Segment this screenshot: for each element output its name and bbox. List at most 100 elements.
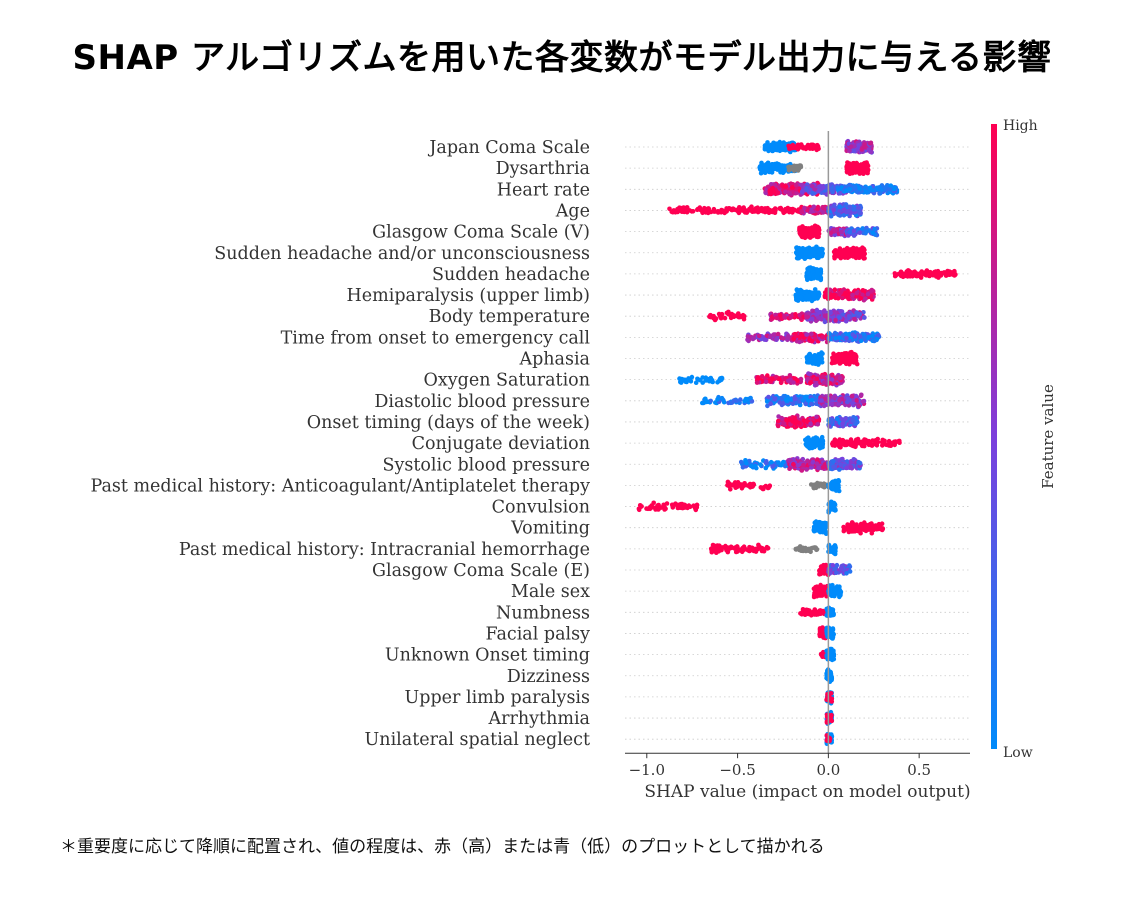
shap-point bbox=[810, 249, 815, 255]
shap-point bbox=[809, 401, 814, 407]
shap-point bbox=[804, 332, 810, 337]
shap-point bbox=[918, 275, 924, 280]
shap-point bbox=[815, 231, 821, 237]
shap-point bbox=[935, 268, 941, 274]
shap-point bbox=[705, 399, 710, 404]
shap-point bbox=[847, 204, 853, 210]
shap-point bbox=[882, 438, 887, 444]
shap-point bbox=[838, 250, 843, 256]
shap-point bbox=[809, 397, 815, 403]
shap-point bbox=[822, 313, 828, 319]
shap-point bbox=[903, 272, 908, 278]
shap-point bbox=[830, 189, 835, 195]
shap-point bbox=[715, 397, 720, 402]
shap-point bbox=[856, 403, 862, 409]
page-title: SHAP アルゴリズムを用いた各変数がモデル出力に与える影響 bbox=[72, 38, 1052, 78]
feature-row-points bbox=[762, 138, 874, 155]
shap-point bbox=[797, 312, 802, 318]
shap-point bbox=[832, 437, 838, 443]
shap-point bbox=[854, 290, 859, 296]
shap-point bbox=[829, 417, 835, 423]
shap-point bbox=[774, 337, 779, 342]
shap-point bbox=[775, 331, 781, 337]
shap-point bbox=[771, 163, 776, 168]
shap-point bbox=[791, 461, 796, 467]
shap-point bbox=[936, 272, 942, 278]
shap-point bbox=[766, 184, 771, 190]
shap-point bbox=[775, 423, 781, 429]
shap-point bbox=[852, 316, 857, 322]
shap-point bbox=[731, 398, 737, 403]
shap-point bbox=[810, 268, 816, 274]
shap-point bbox=[783, 189, 788, 195]
feature-row-points bbox=[738, 456, 863, 473]
shap-point bbox=[867, 185, 873, 191]
shap-point bbox=[719, 395, 725, 401]
feature-row-points bbox=[804, 349, 860, 367]
shap-point bbox=[871, 338, 877, 344]
shap-point bbox=[867, 440, 872, 445]
shap-point bbox=[820, 374, 826, 380]
shap-point bbox=[817, 355, 822, 361]
shap-point bbox=[728, 206, 734, 212]
shap-point bbox=[848, 464, 853, 470]
shap-point bbox=[814, 461, 819, 466]
shap-point bbox=[866, 334, 872, 340]
shap-point bbox=[860, 399, 866, 404]
shap-point bbox=[854, 160, 859, 166]
feature-row-points bbox=[667, 202, 864, 219]
shap-point bbox=[815, 437, 821, 443]
shap-point bbox=[865, 291, 871, 297]
shap-point bbox=[875, 436, 880, 442]
shap-point bbox=[848, 144, 854, 149]
shap-point bbox=[864, 190, 870, 195]
shap-point bbox=[816, 293, 821, 299]
shap-point bbox=[781, 336, 786, 341]
shap-point bbox=[715, 209, 721, 214]
shap-point bbox=[849, 359, 855, 365]
shap-point bbox=[866, 147, 872, 152]
shap-point bbox=[816, 146, 821, 152]
shap-point bbox=[807, 353, 813, 359]
shap-point bbox=[801, 462, 806, 468]
shap-point bbox=[891, 186, 897, 192]
shap-point bbox=[919, 271, 925, 276]
shap-point bbox=[772, 397, 778, 402]
shap-point bbox=[833, 336, 838, 341]
shap-point bbox=[830, 355, 835, 361]
shap-point bbox=[847, 314, 852, 319]
shap-point bbox=[697, 205, 703, 210]
shap-point bbox=[773, 208, 778, 213]
shap-point bbox=[858, 296, 863, 301]
shap-point bbox=[821, 380, 827, 385]
shap-point bbox=[832, 254, 837, 259]
shap-point bbox=[776, 418, 781, 424]
shap-point bbox=[797, 334, 802, 340]
shap-point bbox=[781, 459, 786, 465]
shap-point bbox=[947, 269, 952, 274]
shap-point bbox=[793, 182, 799, 188]
shap-point bbox=[667, 206, 672, 212]
shap-point bbox=[859, 392, 864, 398]
shap-point bbox=[766, 394, 771, 400]
shap-point bbox=[743, 396, 749, 402]
feature-row-points bbox=[745, 330, 882, 345]
shap-point bbox=[853, 252, 858, 257]
shap-point bbox=[887, 187, 892, 192]
shap-point bbox=[777, 206, 782, 211]
shap-point bbox=[831, 464, 836, 470]
shap-point bbox=[851, 228, 857, 234]
shap-point bbox=[805, 142, 811, 148]
shap-point bbox=[806, 371, 811, 376]
shap-point bbox=[815, 269, 820, 274]
shap-point bbox=[786, 144, 792, 149]
shap-point bbox=[832, 248, 838, 253]
shap-point bbox=[768, 401, 773, 407]
feature-row-points bbox=[793, 244, 867, 262]
shap-point bbox=[811, 204, 817, 210]
shap-point bbox=[847, 182, 852, 188]
shap-point bbox=[794, 190, 799, 196]
shap-point bbox=[828, 294, 834, 300]
shap-point bbox=[710, 379, 715, 385]
shap-point bbox=[844, 399, 850, 405]
